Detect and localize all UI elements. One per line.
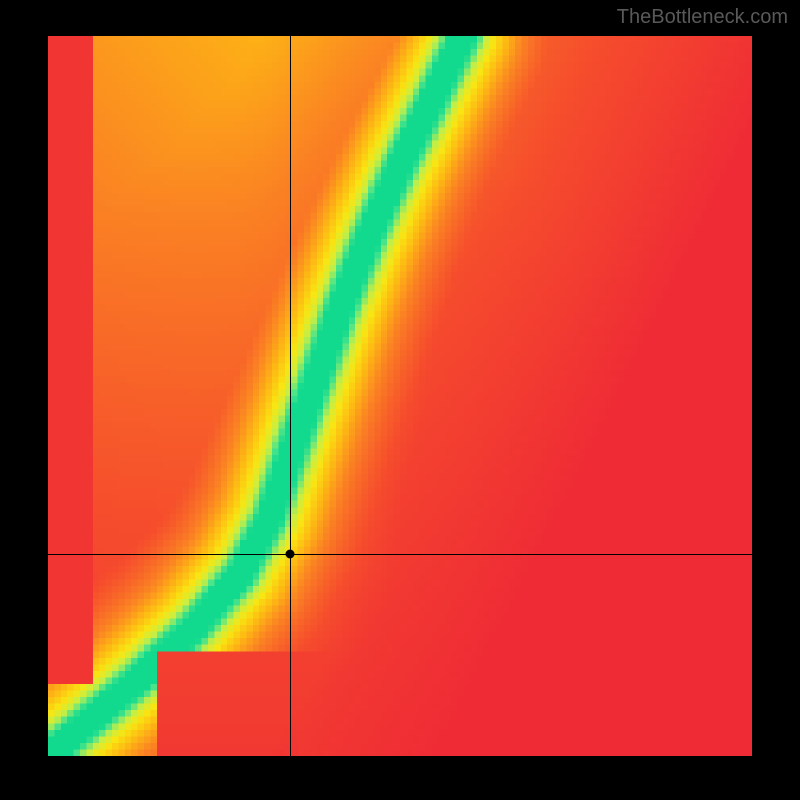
crosshair-vertical xyxy=(290,36,291,756)
plot-area xyxy=(48,36,752,756)
watermark-text: TheBottleneck.com xyxy=(617,6,788,29)
outer-black-border xyxy=(0,0,800,800)
chart-frame: TheBottleneck.com xyxy=(0,0,800,800)
heatmap-canvas xyxy=(48,36,752,756)
crosshair-marker xyxy=(286,550,295,559)
crosshair-horizontal xyxy=(48,554,752,555)
